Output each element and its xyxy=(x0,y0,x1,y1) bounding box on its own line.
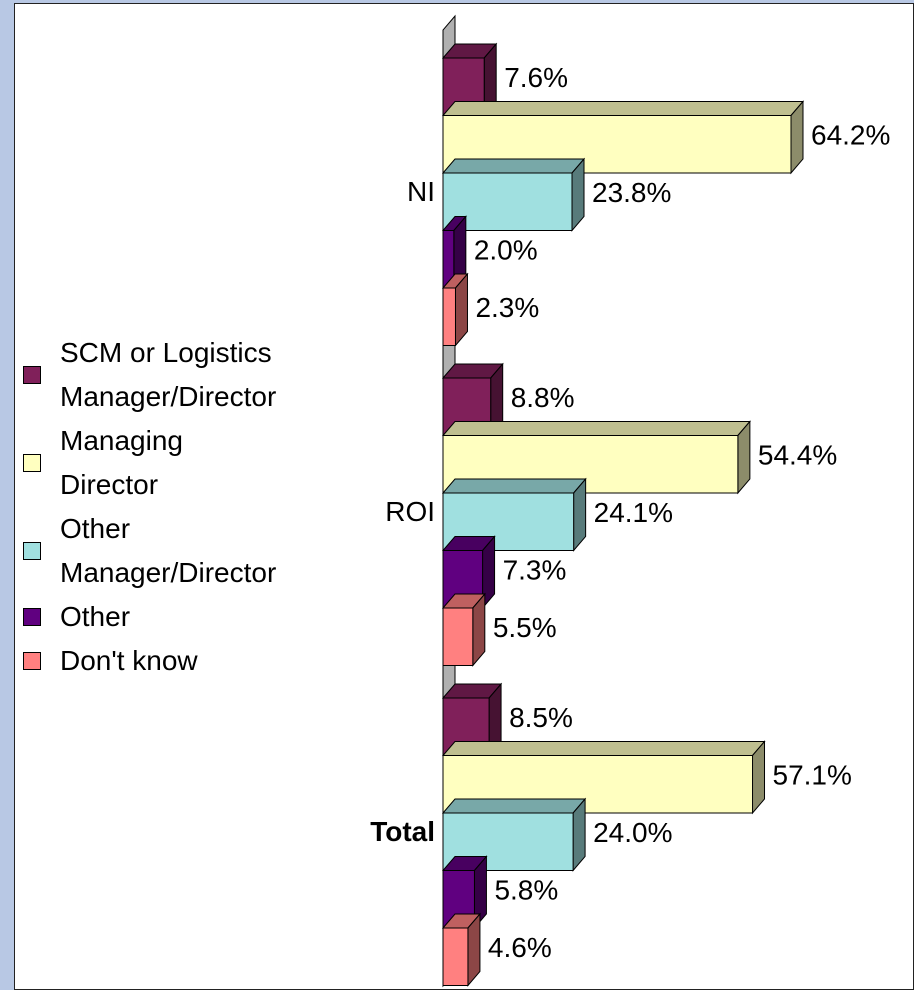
bar-top xyxy=(441,741,766,756)
value-label: 54.4% xyxy=(758,440,837,471)
category-label: NI xyxy=(407,176,435,207)
bar-front xyxy=(442,607,474,666)
value-label: 8.5% xyxy=(509,702,573,733)
legend-swatch xyxy=(23,652,41,670)
bar xyxy=(441,592,486,667)
legend-entry: Other Manager/Director xyxy=(23,507,277,595)
value-label: 2.0% xyxy=(474,235,538,266)
value-label: 2.3% xyxy=(475,292,539,323)
bar-top xyxy=(441,421,751,436)
bar-top xyxy=(441,101,805,116)
legend-label: Other xyxy=(60,601,131,632)
value-label: 24.0% xyxy=(593,817,672,848)
bar xyxy=(441,912,482,987)
chart-panel: NI 7.6% 64.2% 23.8% 2.0% 2.3% ROI 8.8% 54.4% 24.1… xyxy=(14,3,914,990)
value-label: 7.3% xyxy=(503,555,567,586)
bar xyxy=(441,740,766,815)
legend-swatch xyxy=(23,454,41,472)
bar-front xyxy=(442,927,469,986)
chart: NI 7.6% 64.2% 23.8% 2.0% 2.3% ROI 8.8% 54.4% 24.1… xyxy=(370,14,890,988)
legend-label: Other Manager/Director xyxy=(60,513,277,588)
legend-label: Managing Director xyxy=(60,425,183,500)
bar xyxy=(441,420,751,495)
legend-swatch xyxy=(23,366,41,384)
legend-entry: Other xyxy=(23,595,273,639)
bar xyxy=(441,215,467,290)
bar-top xyxy=(441,478,587,494)
legend-label: SCM or Logistics Manager/Director xyxy=(60,337,277,412)
category-label: Total xyxy=(370,816,435,847)
value-label: 23.8% xyxy=(592,177,671,208)
legend-swatch xyxy=(23,542,41,560)
bar-top xyxy=(441,158,586,174)
legend-label: Don't know xyxy=(60,645,198,676)
legend-entry: Don't know xyxy=(23,639,273,683)
legend-entry: Managing Director xyxy=(23,419,273,507)
bar xyxy=(441,272,469,347)
value-label: 24.1% xyxy=(594,497,673,528)
category-label: ROI xyxy=(385,496,435,527)
value-label: 4.6% xyxy=(488,932,552,963)
bar-front xyxy=(442,287,456,346)
value-label: 7.6% xyxy=(504,62,568,93)
value-label: 57.1% xyxy=(773,760,852,791)
value-label: 5.8% xyxy=(494,875,558,906)
value-label: 8.8% xyxy=(511,382,575,413)
legend-swatch xyxy=(23,608,41,626)
legend-entry: SCM or Logistics Manager/Director xyxy=(23,331,277,419)
value-label: 5.5% xyxy=(493,612,557,643)
value-label: 64.2% xyxy=(811,120,890,151)
bar-top xyxy=(441,798,587,814)
legend: SCM or Logistics Manager/Director Managin… xyxy=(23,331,277,683)
